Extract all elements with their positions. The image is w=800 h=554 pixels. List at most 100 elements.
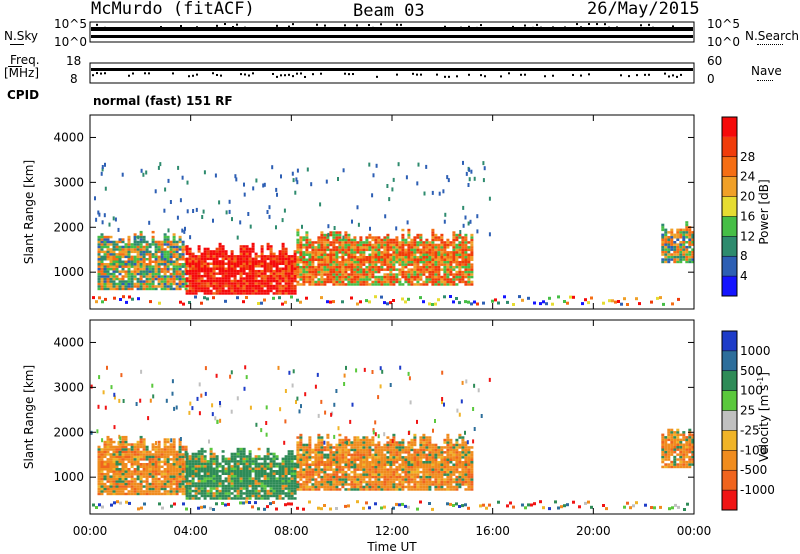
heat-cell-1 bbox=[239, 455, 243, 458]
heat-cell-2 bbox=[413, 256, 417, 259]
heat-cell-0 bbox=[112, 258, 116, 261]
heat-cell-2 bbox=[317, 483, 321, 486]
heat-cell-1 bbox=[200, 257, 204, 261]
heat-cell-0 bbox=[130, 245, 134, 249]
heat-cell-3 bbox=[664, 248, 668, 251]
heat-cell-0 bbox=[118, 492, 122, 496]
heat-cell-3 bbox=[685, 250, 689, 254]
heat-cell-0 bbox=[172, 487, 176, 491]
heat-cell-0 bbox=[172, 238, 176, 241]
heat-cell-2 bbox=[416, 463, 420, 466]
heat-cell-0 bbox=[178, 285, 182, 288]
heat-cell-0 bbox=[175, 248, 179, 251]
heat-cell-2 bbox=[428, 448, 432, 452]
heat-cell-2 bbox=[350, 458, 354, 461]
heat-cell-1 bbox=[209, 289, 213, 293]
heat-cell-1 bbox=[236, 257, 240, 261]
heat-cell-2 bbox=[365, 468, 369, 471]
heat-cell-2 bbox=[341, 468, 345, 471]
heat-cell-3 bbox=[679, 250, 683, 254]
heat-cell-0 bbox=[139, 272, 143, 276]
heat-cell-2 bbox=[419, 438, 423, 442]
heat-cell-1 bbox=[239, 274, 243, 278]
heat-cell-1 bbox=[269, 492, 273, 495]
heat-cell-1 bbox=[290, 267, 294, 270]
heat-cell-1 bbox=[251, 479, 255, 483]
heat-cell-0 bbox=[100, 470, 104, 473]
heat-cell-2 bbox=[323, 280, 327, 284]
heat-cell-2 bbox=[413, 453, 417, 457]
heat-cell-2 bbox=[437, 260, 441, 264]
heat-cell-1 bbox=[263, 477, 267, 480]
heat-cell-1 bbox=[257, 287, 261, 290]
heat-cell-2 bbox=[458, 456, 462, 459]
heat-cell-1 bbox=[287, 287, 291, 290]
heat-cell-0 bbox=[112, 245, 116, 249]
heat-cell-1 bbox=[284, 267, 288, 270]
heat-cell-2 bbox=[320, 470, 324, 474]
heat-cell-1 bbox=[269, 260, 273, 263]
heat-cell-2 bbox=[332, 480, 336, 484]
heat-cell-2 bbox=[368, 453, 372, 457]
heat-cell-2 bbox=[302, 265, 306, 269]
heat-cell-2 bbox=[386, 246, 390, 249]
heat-cell-0 bbox=[139, 470, 143, 473]
heat-cell-0 bbox=[148, 265, 152, 268]
heat-cell-0 bbox=[112, 243, 116, 246]
heat-cell-2 bbox=[305, 463, 309, 466]
heat-cell-2 bbox=[425, 275, 429, 279]
heat-cell-3 bbox=[664, 253, 668, 256]
heat-cell-2 bbox=[374, 275, 378, 279]
heat-cell-2 bbox=[296, 483, 300, 486]
heat-cell-2 bbox=[353, 458, 357, 461]
heat-cell-2 bbox=[437, 256, 441, 259]
heat-cell-1 bbox=[251, 272, 255, 275]
heat-cell-2 bbox=[416, 241, 420, 244]
heat-cell-1 bbox=[197, 482, 201, 485]
heat-cell-2 bbox=[305, 465, 309, 469]
heat-cell-2 bbox=[401, 243, 405, 247]
heat-cell-0 bbox=[133, 448, 137, 451]
heat-cell-0 bbox=[175, 250, 179, 254]
heat-cell-1 bbox=[197, 274, 201, 278]
heat-cell-1 bbox=[212, 274, 216, 278]
heat-cell-0 bbox=[100, 245, 104, 249]
heat-cell-2 bbox=[356, 441, 360, 444]
heat-cell-1 bbox=[281, 277, 285, 280]
heat-cell-2 bbox=[470, 248, 474, 252]
heat-cell-1 bbox=[254, 457, 258, 461]
heat-cell-2 bbox=[323, 258, 327, 261]
heat-cell-0 bbox=[115, 260, 119, 263]
heat-cell-0 bbox=[100, 270, 104, 273]
heat-cell-0 bbox=[103, 285, 107, 288]
heat-cell-1 bbox=[290, 455, 294, 458]
heat-cell-0 bbox=[166, 280, 170, 283]
heat-cell-2 bbox=[419, 268, 423, 271]
heat-cell-1 bbox=[209, 262, 213, 265]
heat-cell-1 bbox=[188, 284, 192, 288]
heat-cell-2 bbox=[428, 473, 432, 476]
heat-cell-1 bbox=[236, 262, 240, 265]
heat-cell-1 bbox=[203, 477, 207, 480]
heat-cell-2 bbox=[317, 263, 321, 266]
heat-cell-2 bbox=[338, 468, 342, 471]
heat-cell-2 bbox=[332, 475, 336, 479]
heat-cell-2 bbox=[389, 260, 393, 264]
heat-cell-1 bbox=[233, 287, 237, 290]
heat-cell-0 bbox=[157, 448, 161, 451]
heat-cell-2 bbox=[344, 236, 348, 239]
heat-cell-0 bbox=[109, 277, 113, 281]
heat-cell-1 bbox=[188, 252, 192, 256]
heat-cell-0 bbox=[169, 272, 173, 276]
heat-cell-2 bbox=[464, 273, 468, 276]
heat-cell-2 bbox=[296, 256, 300, 259]
heat-cell-2 bbox=[437, 456, 441, 459]
heat-cell-0 bbox=[97, 270, 101, 273]
heat-cell-1 bbox=[197, 462, 201, 466]
heat-cell-0 bbox=[181, 472, 185, 476]
heat-cell-2 bbox=[356, 451, 360, 454]
heat-cell-0 bbox=[151, 445, 155, 449]
heat-cell-2 bbox=[317, 251, 321, 254]
heat-cell-2 bbox=[317, 465, 321, 469]
heat-cell-2 bbox=[374, 283, 378, 286]
